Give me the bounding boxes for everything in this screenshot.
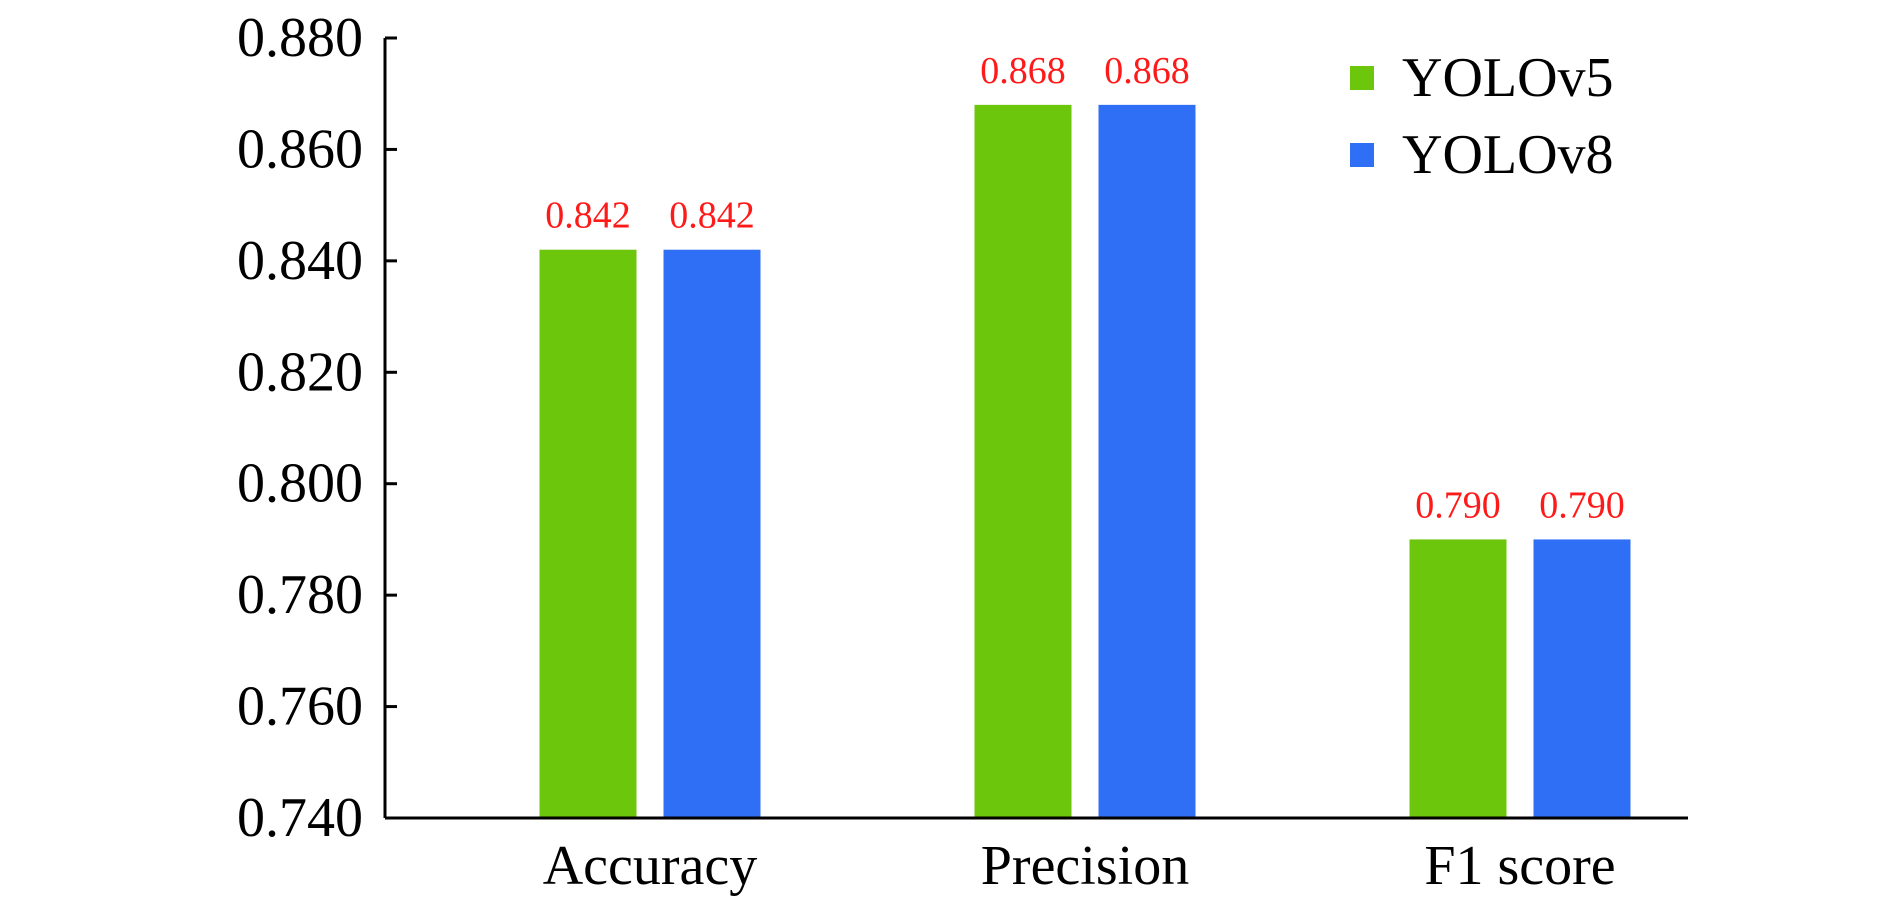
y-tick-label: 0.880 (237, 7, 363, 69)
data-label: 0.790 (1539, 484, 1625, 526)
y-tick-label: 0.800 (237, 453, 363, 515)
bar-yolov5-precision (974, 104, 1072, 819)
y-tick-label: 0.840 (237, 230, 363, 292)
legend-label-yolov8: YOLOv8 (1402, 124, 1614, 186)
x-category-label: Accuracy (543, 835, 758, 897)
axes-layer (383, 38, 1688, 820)
data-label: 0.868 (1104, 50, 1190, 92)
x-labels-layer: Accuracy Precision F1 score (543, 835, 1616, 897)
bar-yolov8-accuracy (663, 249, 761, 818)
bar-yolov5-accuracy (539, 249, 637, 818)
y-tick-label: 0.820 (237, 341, 363, 403)
y-tick-label: 0.760 (237, 676, 363, 738)
bar-yolov8-f1-score (1533, 539, 1631, 818)
x-category-label: Precision (981, 835, 1189, 897)
bars-layer (539, 104, 1631, 819)
bar-yolov5-f1-score (1409, 539, 1507, 818)
y-ticks-layer: 0.740 0.760 0.780 0.800 0.820 0.840 0.860 0.880 (237, 7, 397, 849)
legend: YOLOv5 YOLOv8 (1350, 47, 1614, 186)
legend-swatch-yolov8 (1350, 143, 1374, 167)
y-tick-label: 0.780 (237, 564, 363, 626)
data-label: 0.842 (669, 195, 755, 237)
y-tick-label: 0.740 (237, 787, 363, 849)
legend-label-yolov5: YOLOv5 (1402, 47, 1614, 109)
data-label: 0.868 (980, 50, 1066, 92)
x-category-label: F1 score (1424, 835, 1615, 897)
data-label: 0.790 (1415, 484, 1501, 526)
bar-yolov8-precision (1098, 104, 1196, 819)
data-label: 0.842 (545, 195, 631, 237)
y-tick-label: 0.860 (237, 118, 363, 180)
data-labels-layer: 0.842 0.842 0.868 0.868 0.790 0.790 (545, 50, 1625, 527)
legend-swatch-yolov5 (1350, 66, 1374, 90)
